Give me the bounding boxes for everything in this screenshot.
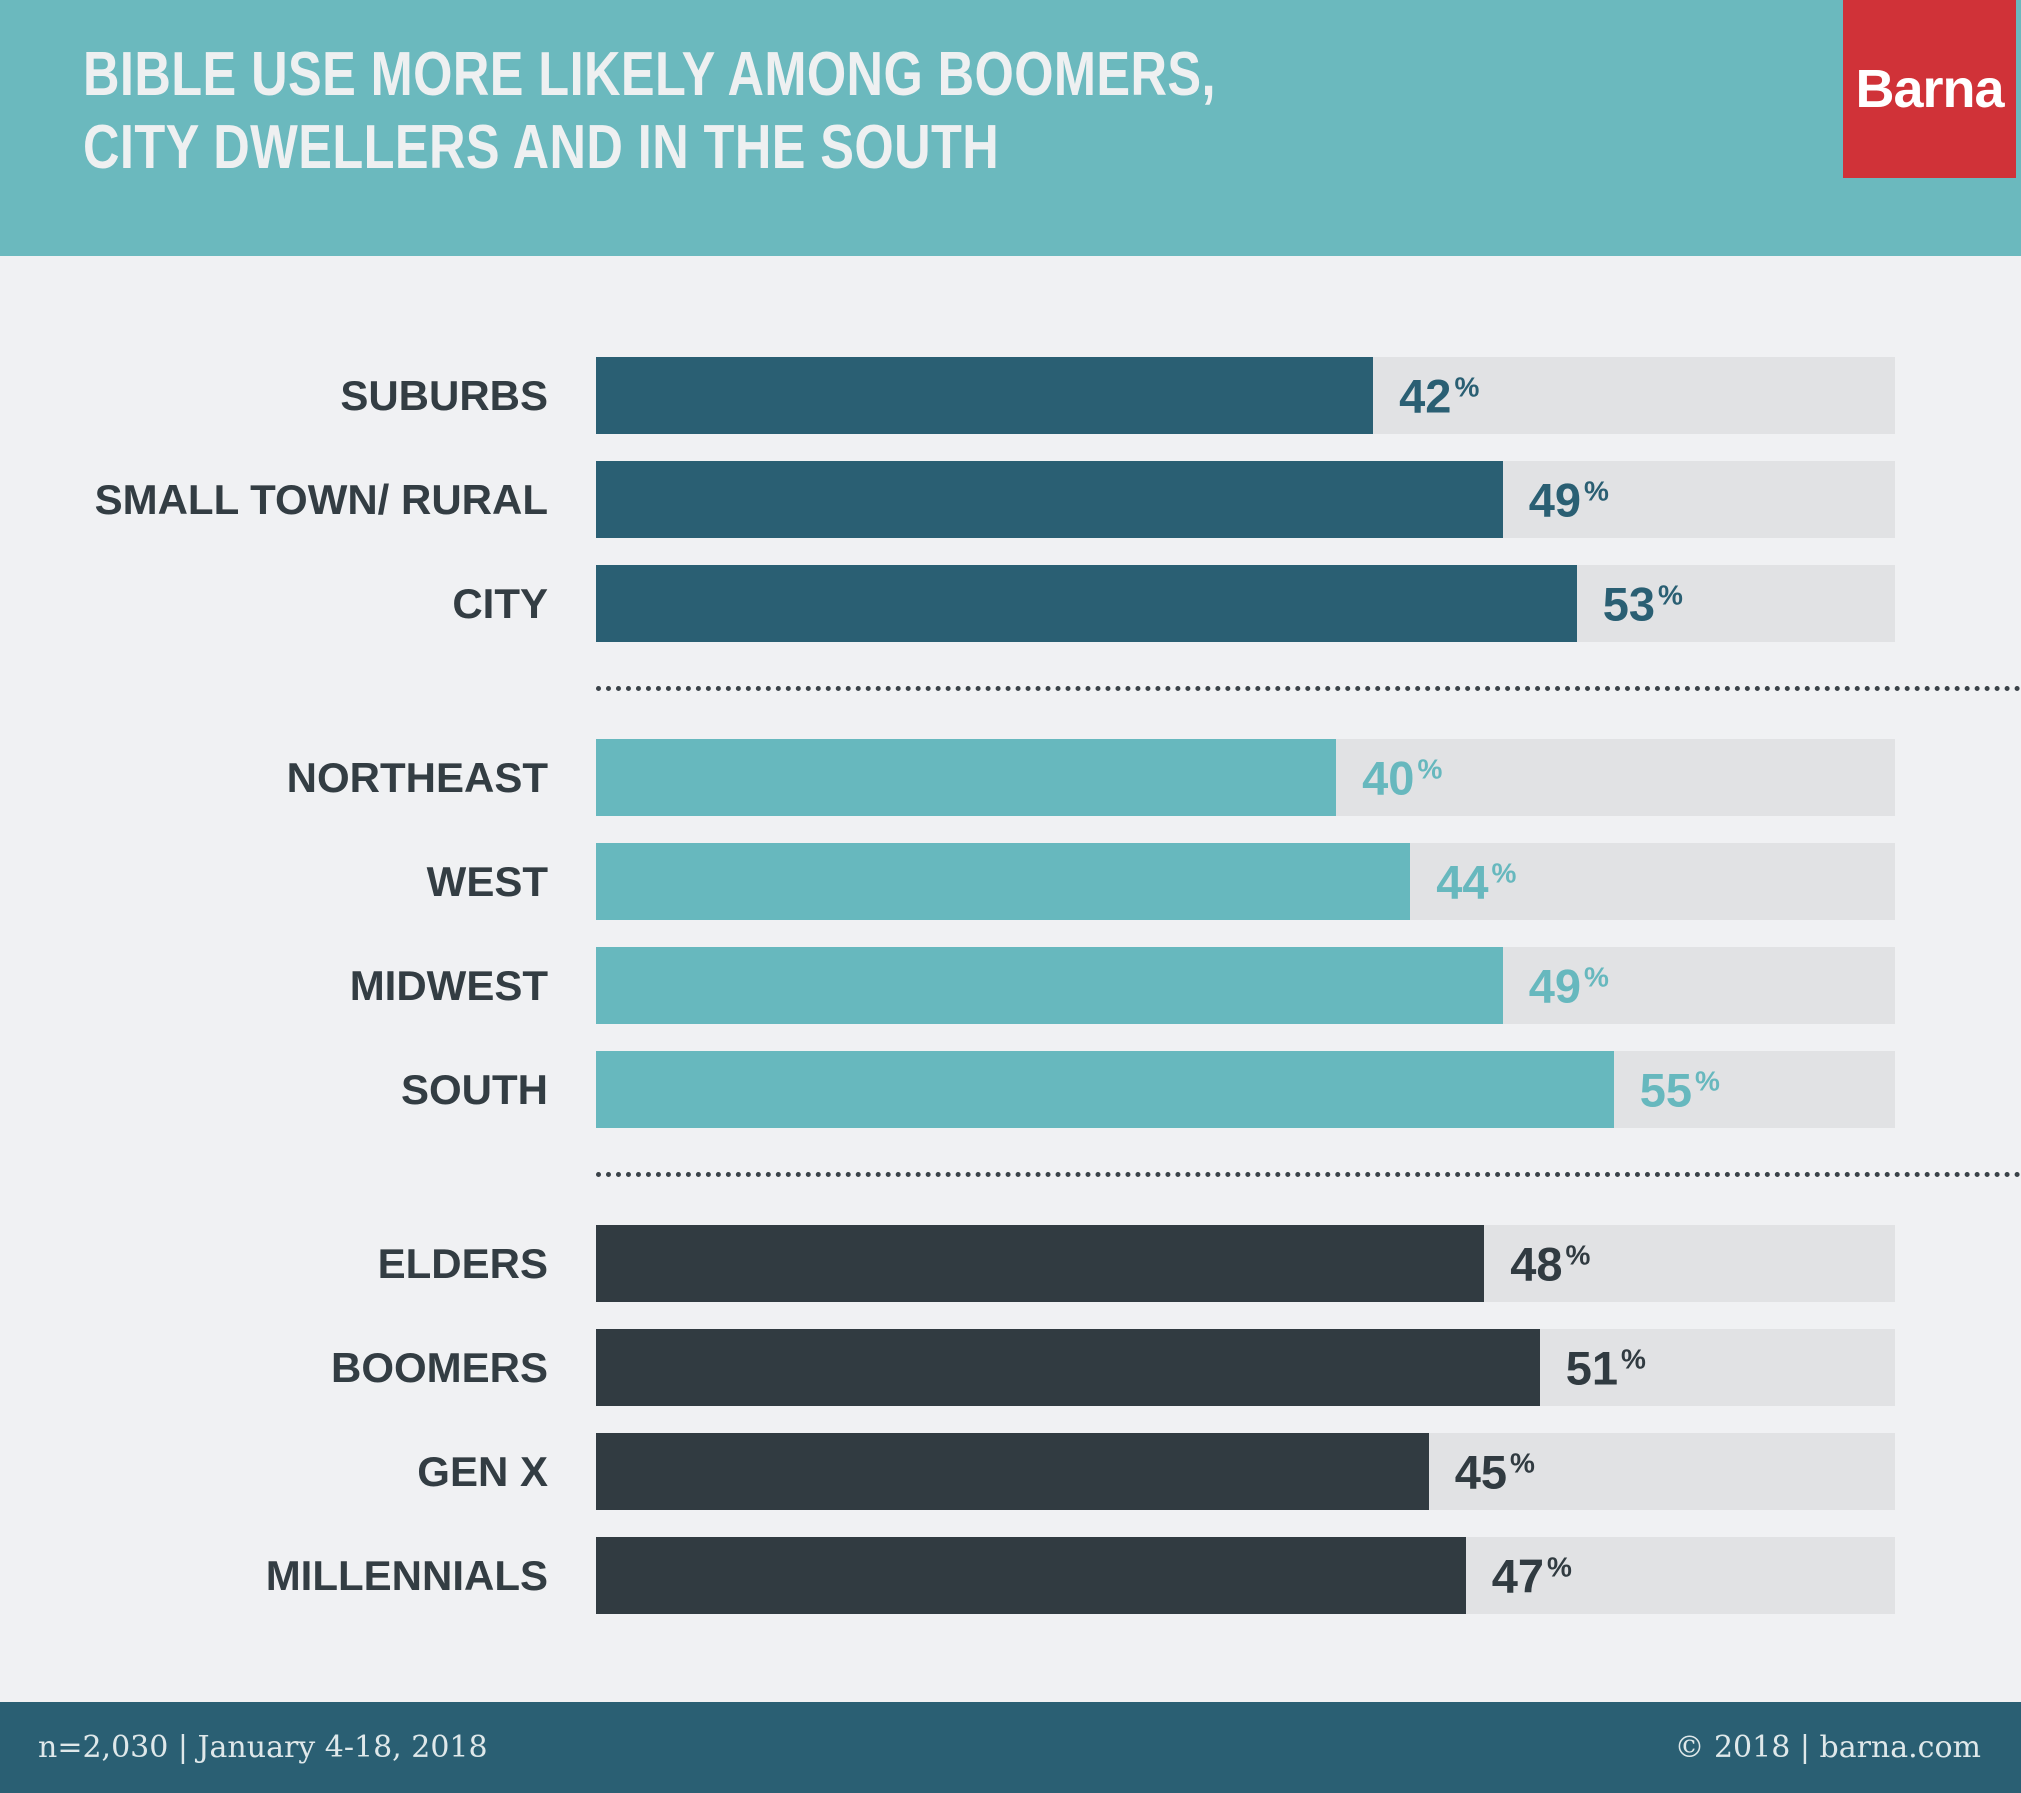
bar-value: 55 % xyxy=(1640,1066,1720,1113)
percent-sign: % xyxy=(1491,857,1517,888)
bar-value: 42 % xyxy=(1399,372,1479,419)
bar-row: CITY 53 % xyxy=(0,565,2021,642)
title-line-2: CITY DWELLERS AND IN THE SOUTH xyxy=(83,113,1000,182)
bar-row: MIDWEST 49 % xyxy=(0,947,2021,1024)
percent-sign: % xyxy=(1509,1447,1535,1478)
bar-fill xyxy=(596,1225,1485,1302)
group-divider xyxy=(596,1172,2021,1177)
bar-fill xyxy=(596,565,1577,642)
bar-label: GEN X xyxy=(417,1447,548,1495)
bar-value-number: 55 xyxy=(1639,1063,1693,1116)
bar-value-number: 49 xyxy=(1528,959,1581,1012)
bar-value: 45 % xyxy=(1455,1448,1535,1495)
group-divider xyxy=(596,686,2021,691)
bar-row: SUBURBS 42 % xyxy=(0,357,2021,434)
bar-label: SUBURBS xyxy=(340,371,548,419)
percent-sign: % xyxy=(1583,475,1609,506)
bar-fill xyxy=(596,1051,1614,1128)
bar-value-number: 49 xyxy=(1528,473,1581,526)
bar-value-number: 44 xyxy=(1436,855,1489,908)
footer-band: n=2,030 | January 4-18, 2018 © 2018 | ba… xyxy=(0,1702,2021,1793)
percent-sign: % xyxy=(1454,371,1480,402)
percent-sign: % xyxy=(1546,1551,1572,1582)
bar-value-number: 42 xyxy=(1399,369,1452,422)
bar-fill xyxy=(596,1537,1466,1614)
bar-label: WEST xyxy=(426,857,548,905)
bar-value: 40 % xyxy=(1362,754,1442,801)
bar-fill xyxy=(596,357,1374,434)
bar-fill xyxy=(596,461,1503,538)
bar-track: 44 % xyxy=(596,843,1895,920)
barna-logo-text: Barna xyxy=(1855,59,2004,119)
barna-logo: Barna xyxy=(1843,0,2016,178)
bar-value-number: 53 xyxy=(1602,577,1655,630)
bar-value: 49 % xyxy=(1529,476,1609,523)
bar-value-number: 47 xyxy=(1491,1549,1544,1602)
bar-track: 45 % xyxy=(596,1433,1895,1510)
bar-fill xyxy=(596,739,1337,816)
bar-track: 55 % xyxy=(596,1051,1895,1128)
bar-label: SMALL TOWN/ RURAL xyxy=(94,475,548,523)
bar-label: SOUTH xyxy=(401,1065,548,1113)
bar-row: BOOMERS 51 % xyxy=(0,1329,2021,1406)
percent-sign: % xyxy=(1417,753,1443,784)
page-title: BIBLE USE MORE LIKELY AMONG BOOMERS, CIT… xyxy=(83,38,1473,184)
bar-track: 48 % xyxy=(596,1225,1895,1302)
bar-value: 48 % xyxy=(1510,1240,1590,1287)
bar-row: SOUTH 55 % xyxy=(0,1051,2021,1128)
bar-fill xyxy=(596,947,1503,1024)
bar-track: 47 % xyxy=(596,1537,1895,1614)
bar-row: GEN X 45 % xyxy=(0,1433,2021,1510)
bar-label: MIDWEST xyxy=(349,961,548,1009)
percent-sign: % xyxy=(1658,579,1683,610)
bar-value-number: 40 xyxy=(1362,751,1415,804)
bar-track: 49 % xyxy=(596,947,1895,1024)
bar-track: 49 % xyxy=(596,461,1895,538)
bar-track: 51 % xyxy=(596,1329,1895,1406)
bar-label: ELDERS xyxy=(377,1239,548,1287)
bar-track: 42 % xyxy=(596,357,1895,434)
bar-row: ELDERS 48 % xyxy=(0,1225,2021,1302)
percent-sign: % xyxy=(1620,1343,1646,1374)
percent-sign: % xyxy=(1695,1065,1720,1096)
bar-track: 53 % xyxy=(596,565,1895,642)
bar-label: BOOMERS xyxy=(330,1343,548,1391)
bar-label: MILLENNIALS xyxy=(265,1551,548,1599)
copyright-note: © 2018 | barna.com xyxy=(1674,1730,1981,1765)
bar-value: 49 % xyxy=(1529,962,1609,1009)
bar-track: 40 % xyxy=(596,739,1895,816)
percent-sign: % xyxy=(1565,1239,1591,1270)
bar-label: CITY xyxy=(452,579,548,627)
bar-value: 47 % xyxy=(1492,1552,1572,1599)
bar-row: SMALL TOWN/ RURAL 49 % xyxy=(0,461,2021,538)
bar-fill xyxy=(596,843,1411,920)
bar-row: WEST 44 % xyxy=(0,843,2021,920)
bar-row: MILLENNIALS 47 % xyxy=(0,1537,2021,1614)
bar-value-number: 51 xyxy=(1565,1341,1618,1394)
bar-fill xyxy=(596,1433,1429,1510)
percent-sign: % xyxy=(1583,961,1609,992)
header-band: BIBLE USE MORE LIKELY AMONG BOOMERS, CIT… xyxy=(0,0,2021,256)
bar-value: 44 % xyxy=(1436,858,1516,905)
bar-value-number: 45 xyxy=(1454,1445,1507,1498)
sample-size-note: n=2,030 | January 4-18, 2018 xyxy=(38,1730,488,1765)
bar-chart: SUBURBS 42 % SMALL TOWN/ RURAL 49 % CITY… xyxy=(0,357,2021,1641)
bar-value-number: 48 xyxy=(1510,1237,1563,1290)
bar-value: 51 % xyxy=(1566,1344,1646,1391)
bar-value: 53 % xyxy=(1603,580,1683,627)
title-line-1: BIBLE USE MORE LIKELY AMONG BOOMERS, xyxy=(83,40,1217,109)
bar-fill xyxy=(596,1329,1540,1406)
bar-label: NORTHEAST xyxy=(286,753,548,801)
bar-row: NORTHEAST 40 % xyxy=(0,739,2021,816)
